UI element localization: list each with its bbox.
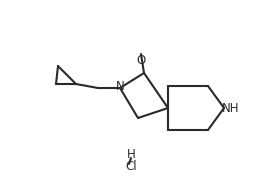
- Text: H: H: [127, 148, 136, 162]
- Text: Cl: Cl: [125, 160, 137, 174]
- Text: N: N: [116, 81, 124, 93]
- Text: O: O: [136, 54, 146, 68]
- Text: NH: NH: [222, 102, 240, 114]
